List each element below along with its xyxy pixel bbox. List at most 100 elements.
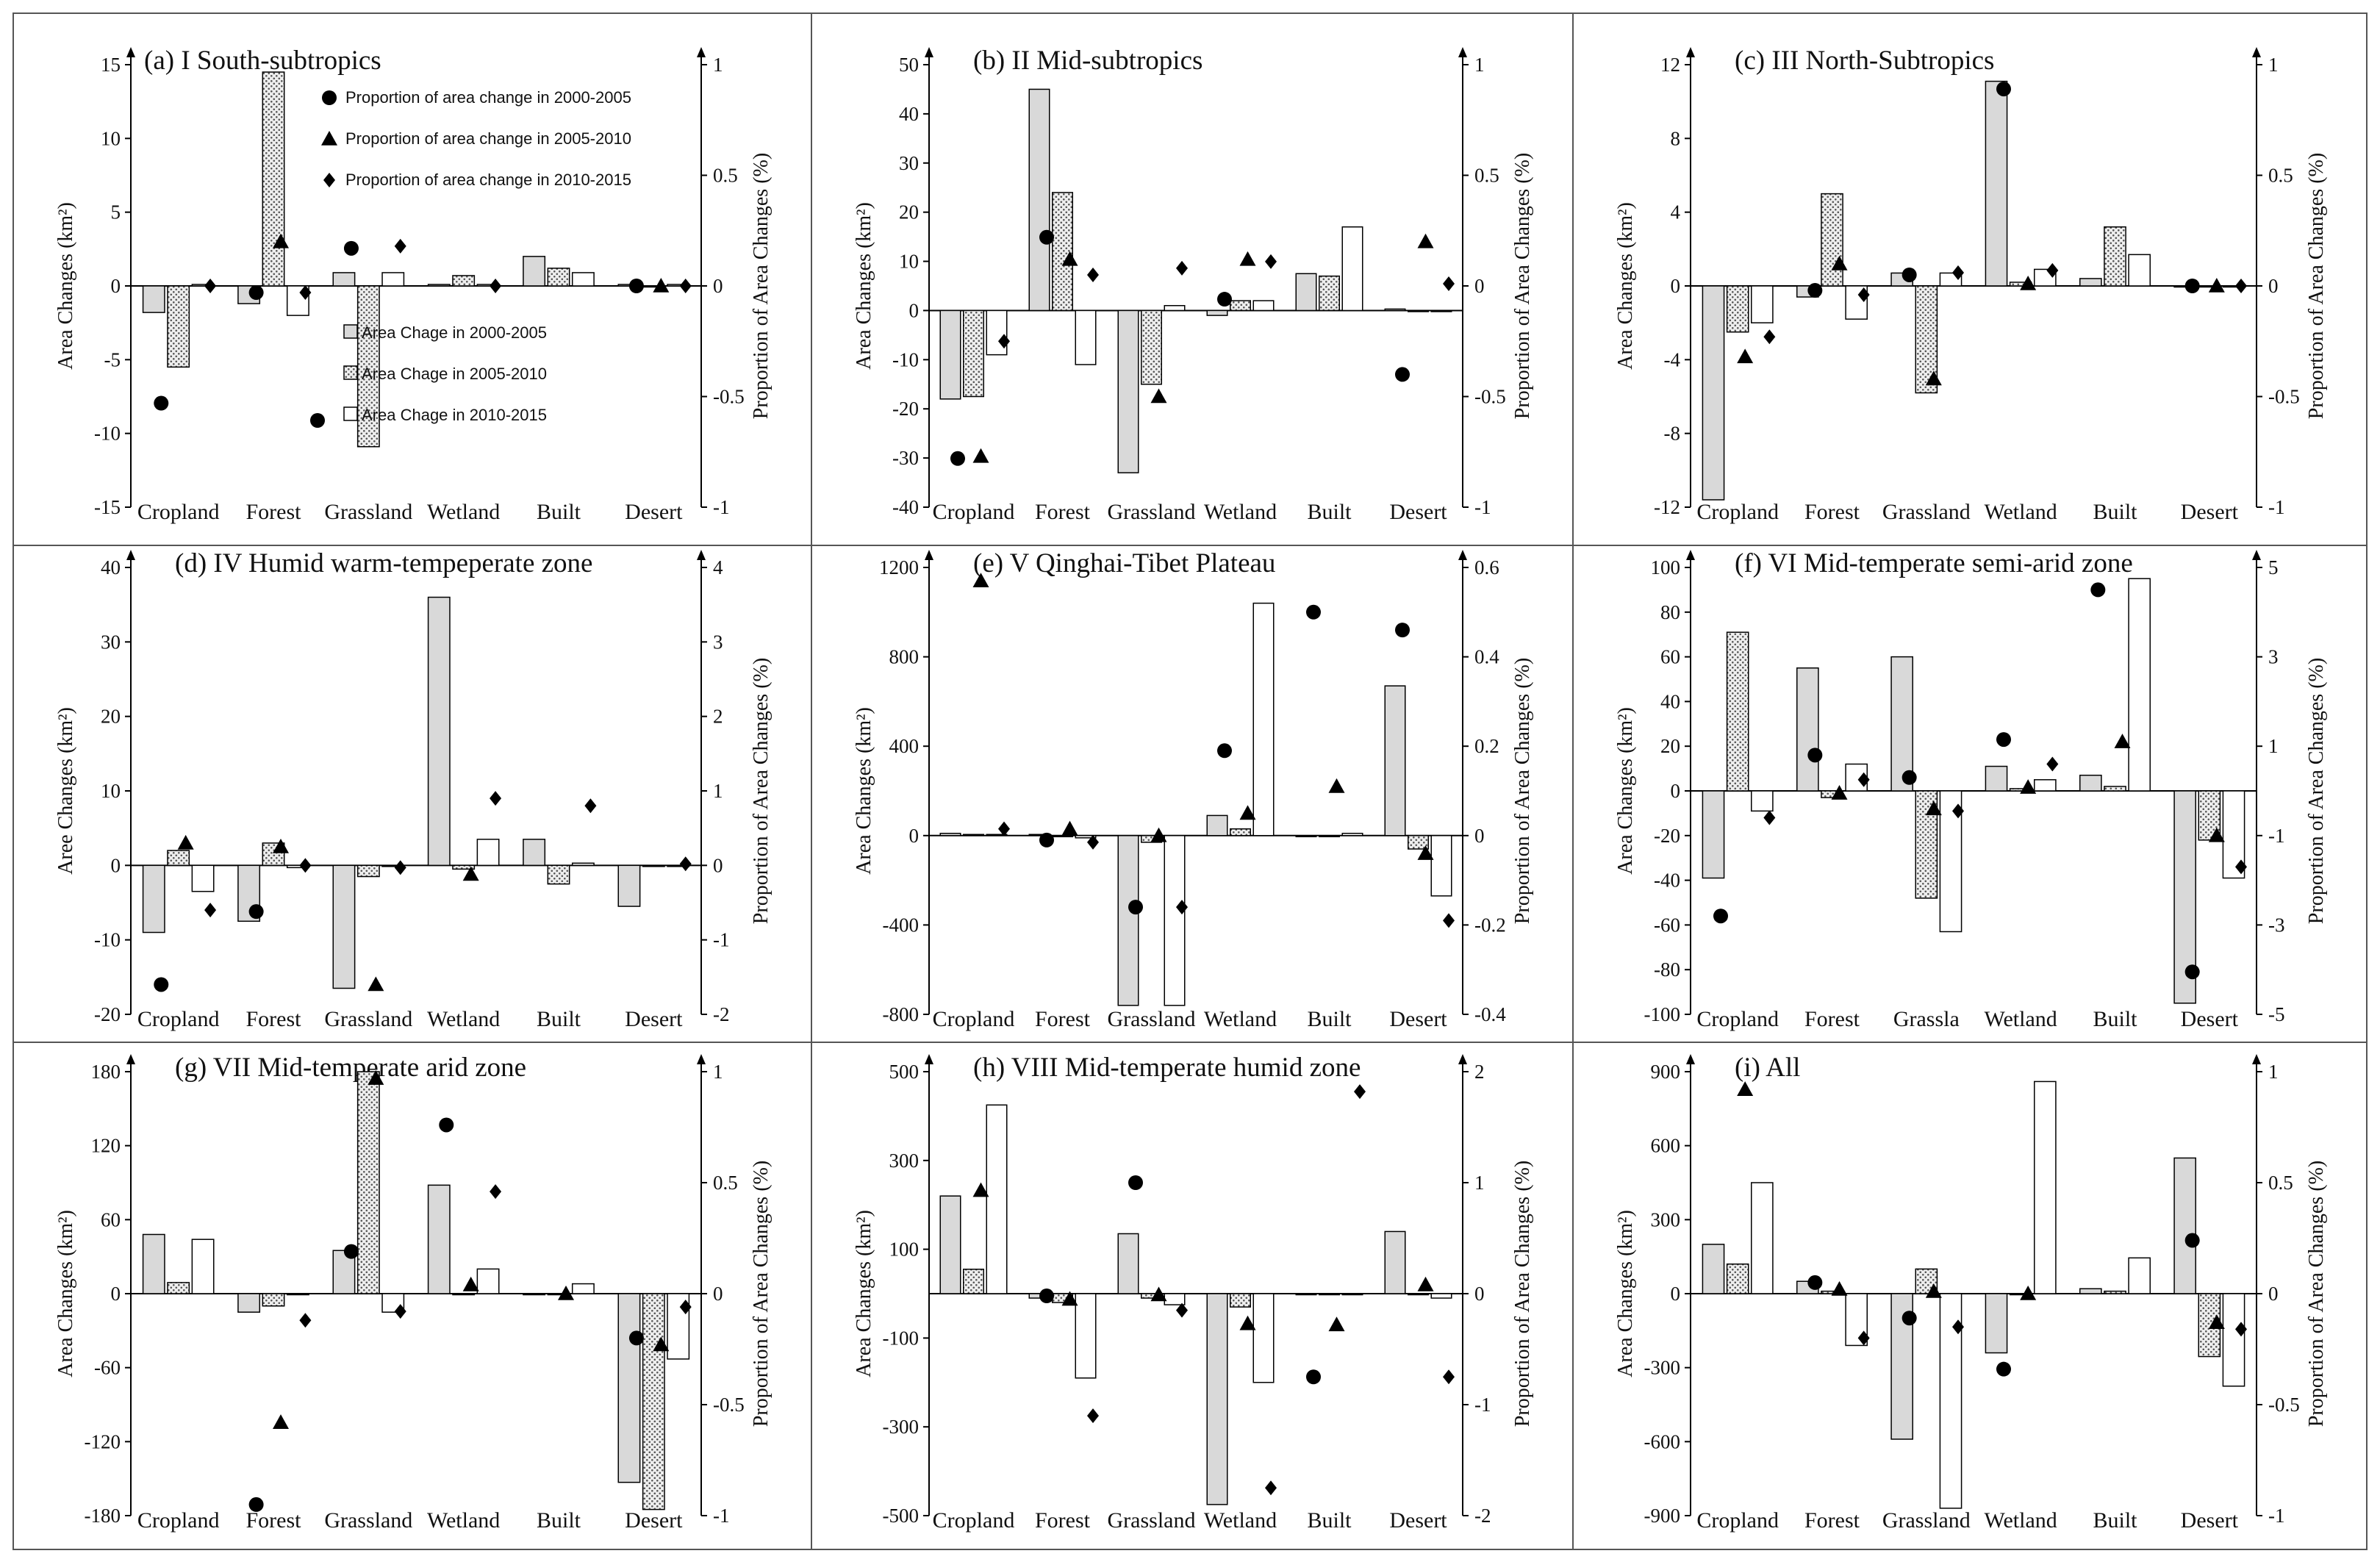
y-axis-right-arrow-icon — [2252, 550, 2261, 560]
category-label: Forest — [246, 500, 302, 524]
point-diamond-grassland — [1176, 1302, 1188, 1318]
bar-2-cropland — [1726, 285, 1749, 333]
point-diamond-desert — [679, 856, 692, 872]
y-tick-label: 60 — [1660, 646, 1680, 668]
y-axis-left-arrow-icon — [1686, 550, 1695, 560]
point-triangle-forest — [273, 233, 289, 248]
y-tick-label: 4 — [1671, 201, 1681, 223]
y2-tick-label: -1 — [713, 1505, 730, 1527]
y-tick-label: -900 — [1644, 1505, 1681, 1527]
bar-1-wetland — [1206, 814, 1228, 836]
point-diamond-forest — [1857, 287, 1870, 303]
y2-tick-label: -2 — [713, 1003, 730, 1025]
bar-3-cropland — [1751, 285, 1774, 323]
bar-2-cropland — [167, 285, 190, 368]
y-axis-right-arrow-icon — [697, 550, 706, 560]
y-tick-label: 30 — [101, 631, 121, 653]
bar-1-built — [2079, 278, 2102, 287]
point-circle-forest — [248, 904, 264, 920]
point-circle-forest — [1807, 283, 1823, 298]
category-label: Built — [537, 1508, 581, 1533]
y2-tick-label: -1 — [1474, 1394, 1491, 1416]
category-label: Wetland — [427, 1007, 500, 1031]
point-triangle-forest — [273, 1414, 289, 1429]
bar-1-desert — [2173, 1157, 2196, 1294]
bar-1-forest — [1028, 88, 1050, 312]
bar-2-desert — [1408, 835, 1429, 850]
y2-axis-title: Proportion of Area Changes (%) — [750, 153, 773, 419]
point-circle-desert — [2184, 964, 2200, 980]
point-circle-forest — [1039, 1289, 1054, 1304]
y2-axis-title: Proportion of Area Changes (%) — [1511, 153, 1534, 419]
category-label: Desert — [625, 1508, 683, 1533]
point-triangle-forest — [1831, 255, 1848, 270]
y-axis-title: Area Changes (km²) — [853, 1210, 875, 1377]
point-triangle-built — [558, 1286, 574, 1300]
point-triangle-wetland — [1239, 251, 1256, 266]
bar-2-wetland — [452, 1293, 476, 1296]
bar-1-desert — [617, 1293, 641, 1483]
bar-3-built — [571, 1283, 595, 1294]
point-diamond-wetland — [490, 279, 502, 293]
point-diamond-forest — [299, 858, 312, 873]
bar-2-built — [1319, 835, 1340, 838]
bar-1-cropland — [1702, 285, 1725, 501]
bar-3-grassland — [1164, 835, 1186, 1006]
point-triangle-forest — [1061, 1291, 1078, 1306]
category-label: Cropland — [933, 1007, 1015, 1031]
point-diamond-forest — [1087, 267, 1099, 282]
bar-2-desert — [1408, 309, 1429, 312]
category-label: Grassland — [324, 1007, 412, 1031]
panel-frame — [811, 1042, 1574, 1550]
y-tick-label: 10 — [101, 780, 121, 802]
y-axis-right-arrow-icon — [697, 47, 706, 57]
point-circle-wetland — [1217, 292, 1232, 307]
legend-bar-label: Area Chage in 2000-2005 — [362, 323, 547, 342]
bar-3-forest — [286, 1293, 309, 1296]
bar-1-built — [2079, 774, 2102, 792]
point-circle-grassland — [343, 240, 359, 256]
bar-1-cropland — [939, 309, 961, 400]
point-diamond-cropland — [1763, 810, 1776, 825]
point-circle-desert — [2184, 279, 2200, 293]
point-diamond-grassland — [1176, 900, 1188, 915]
bar-3-desert — [1430, 309, 1452, 312]
bar-3-forest — [1075, 835, 1097, 839]
chart-panel-8: 500 300 100 -100 -300 -500 2 1 0 -1 -2 Area Changes… — [811, 1042, 1574, 1550]
bar-2-wetland — [452, 275, 476, 287]
y-axis-left-arrow-icon — [925, 550, 933, 560]
point-diamond-desert — [2235, 859, 2247, 875]
y-axis-title: Area Changes (km²) — [54, 202, 77, 370]
point-circle-desert — [628, 1330, 644, 1346]
bar-3-wetland — [2034, 1080, 2057, 1294]
y-tick-label: 12 — [1660, 54, 1680, 76]
point-circle-cropland — [1713, 908, 1728, 924]
point-triangle-cropland — [972, 448, 989, 463]
point-diamond-grassland — [394, 860, 406, 875]
y2-axis-title: Proportion of Area Changes (%) — [750, 1161, 773, 1427]
y-tick-label: 20 — [1660, 735, 1680, 757]
point-triangle-wetland — [1239, 1315, 1256, 1330]
panel-title: (i) All — [1735, 1053, 1800, 1083]
point-diamond-grassland — [394, 1304, 406, 1319]
bar-2-wetland — [452, 864, 476, 870]
y-tick-label: -15 — [94, 496, 121, 518]
y-tick-label: 300 — [889, 1150, 920, 1172]
y2-axis-title: Proportion of Area Changes (%) — [1511, 658, 1534, 924]
panel-title: (g) VII Mid-temperate arid zone — [175, 1053, 526, 1083]
bar-3-forest — [1075, 309, 1097, 365]
panel-title: (c) III North-Subtropics — [1735, 46, 1994, 76]
y2-tick-label: 1 — [713, 780, 723, 802]
y-tick-label: -800 — [883, 1003, 920, 1025]
bar-3-built — [1341, 226, 1363, 312]
bar-1-grassland — [332, 864, 356, 989]
bar-3-desert — [2222, 1293, 2245, 1387]
point-circle-wetland — [1996, 732, 2011, 748]
bar-1-wetland — [1206, 1293, 1228, 1505]
bar-2-forest — [262, 71, 285, 287]
point-circle-cropland — [154, 977, 169, 992]
bar-1-forest — [237, 1293, 261, 1313]
legend-diamond-icon — [323, 173, 335, 187]
category-label: Desert — [2181, 1508, 2239, 1533]
point-circle-desert — [1395, 367, 1410, 382]
